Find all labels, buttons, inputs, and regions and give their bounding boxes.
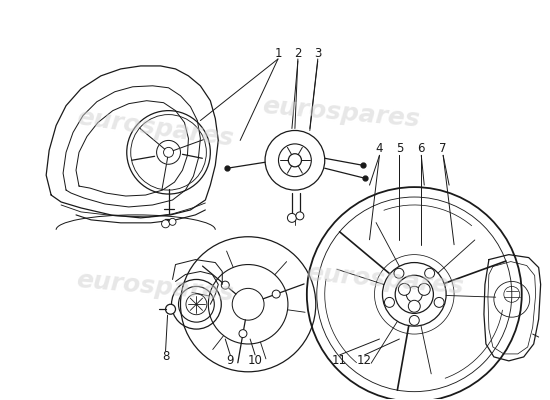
Circle shape bbox=[408, 300, 420, 312]
Circle shape bbox=[162, 220, 169, 228]
Circle shape bbox=[296, 212, 304, 220]
Text: eurospares: eurospares bbox=[261, 94, 420, 132]
Text: eurospares: eurospares bbox=[75, 106, 234, 151]
Circle shape bbox=[434, 298, 444, 307]
Text: 4: 4 bbox=[376, 142, 383, 155]
Circle shape bbox=[221, 281, 229, 289]
Text: 9: 9 bbox=[227, 354, 234, 367]
Circle shape bbox=[288, 214, 296, 222]
Circle shape bbox=[425, 268, 435, 278]
Text: eurospares: eurospares bbox=[75, 268, 234, 306]
Circle shape bbox=[169, 218, 176, 225]
Text: 10: 10 bbox=[248, 354, 262, 367]
Text: 1: 1 bbox=[274, 46, 282, 60]
Text: 7: 7 bbox=[439, 142, 447, 155]
Circle shape bbox=[288, 154, 301, 167]
Circle shape bbox=[409, 316, 419, 325]
Circle shape bbox=[418, 284, 430, 295]
Text: eurospares: eurospares bbox=[305, 260, 464, 298]
Circle shape bbox=[398, 284, 410, 295]
Circle shape bbox=[272, 290, 280, 298]
Circle shape bbox=[239, 330, 247, 338]
Text: 12: 12 bbox=[357, 354, 372, 367]
Text: 11: 11 bbox=[332, 354, 347, 367]
Text: 6: 6 bbox=[417, 142, 425, 155]
Circle shape bbox=[406, 286, 422, 302]
Circle shape bbox=[166, 304, 175, 314]
Text: 2: 2 bbox=[294, 46, 301, 60]
Text: 8: 8 bbox=[162, 350, 169, 364]
Circle shape bbox=[384, 298, 394, 307]
Text: 3: 3 bbox=[314, 46, 321, 60]
Circle shape bbox=[394, 268, 404, 278]
Text: 5: 5 bbox=[395, 142, 403, 155]
